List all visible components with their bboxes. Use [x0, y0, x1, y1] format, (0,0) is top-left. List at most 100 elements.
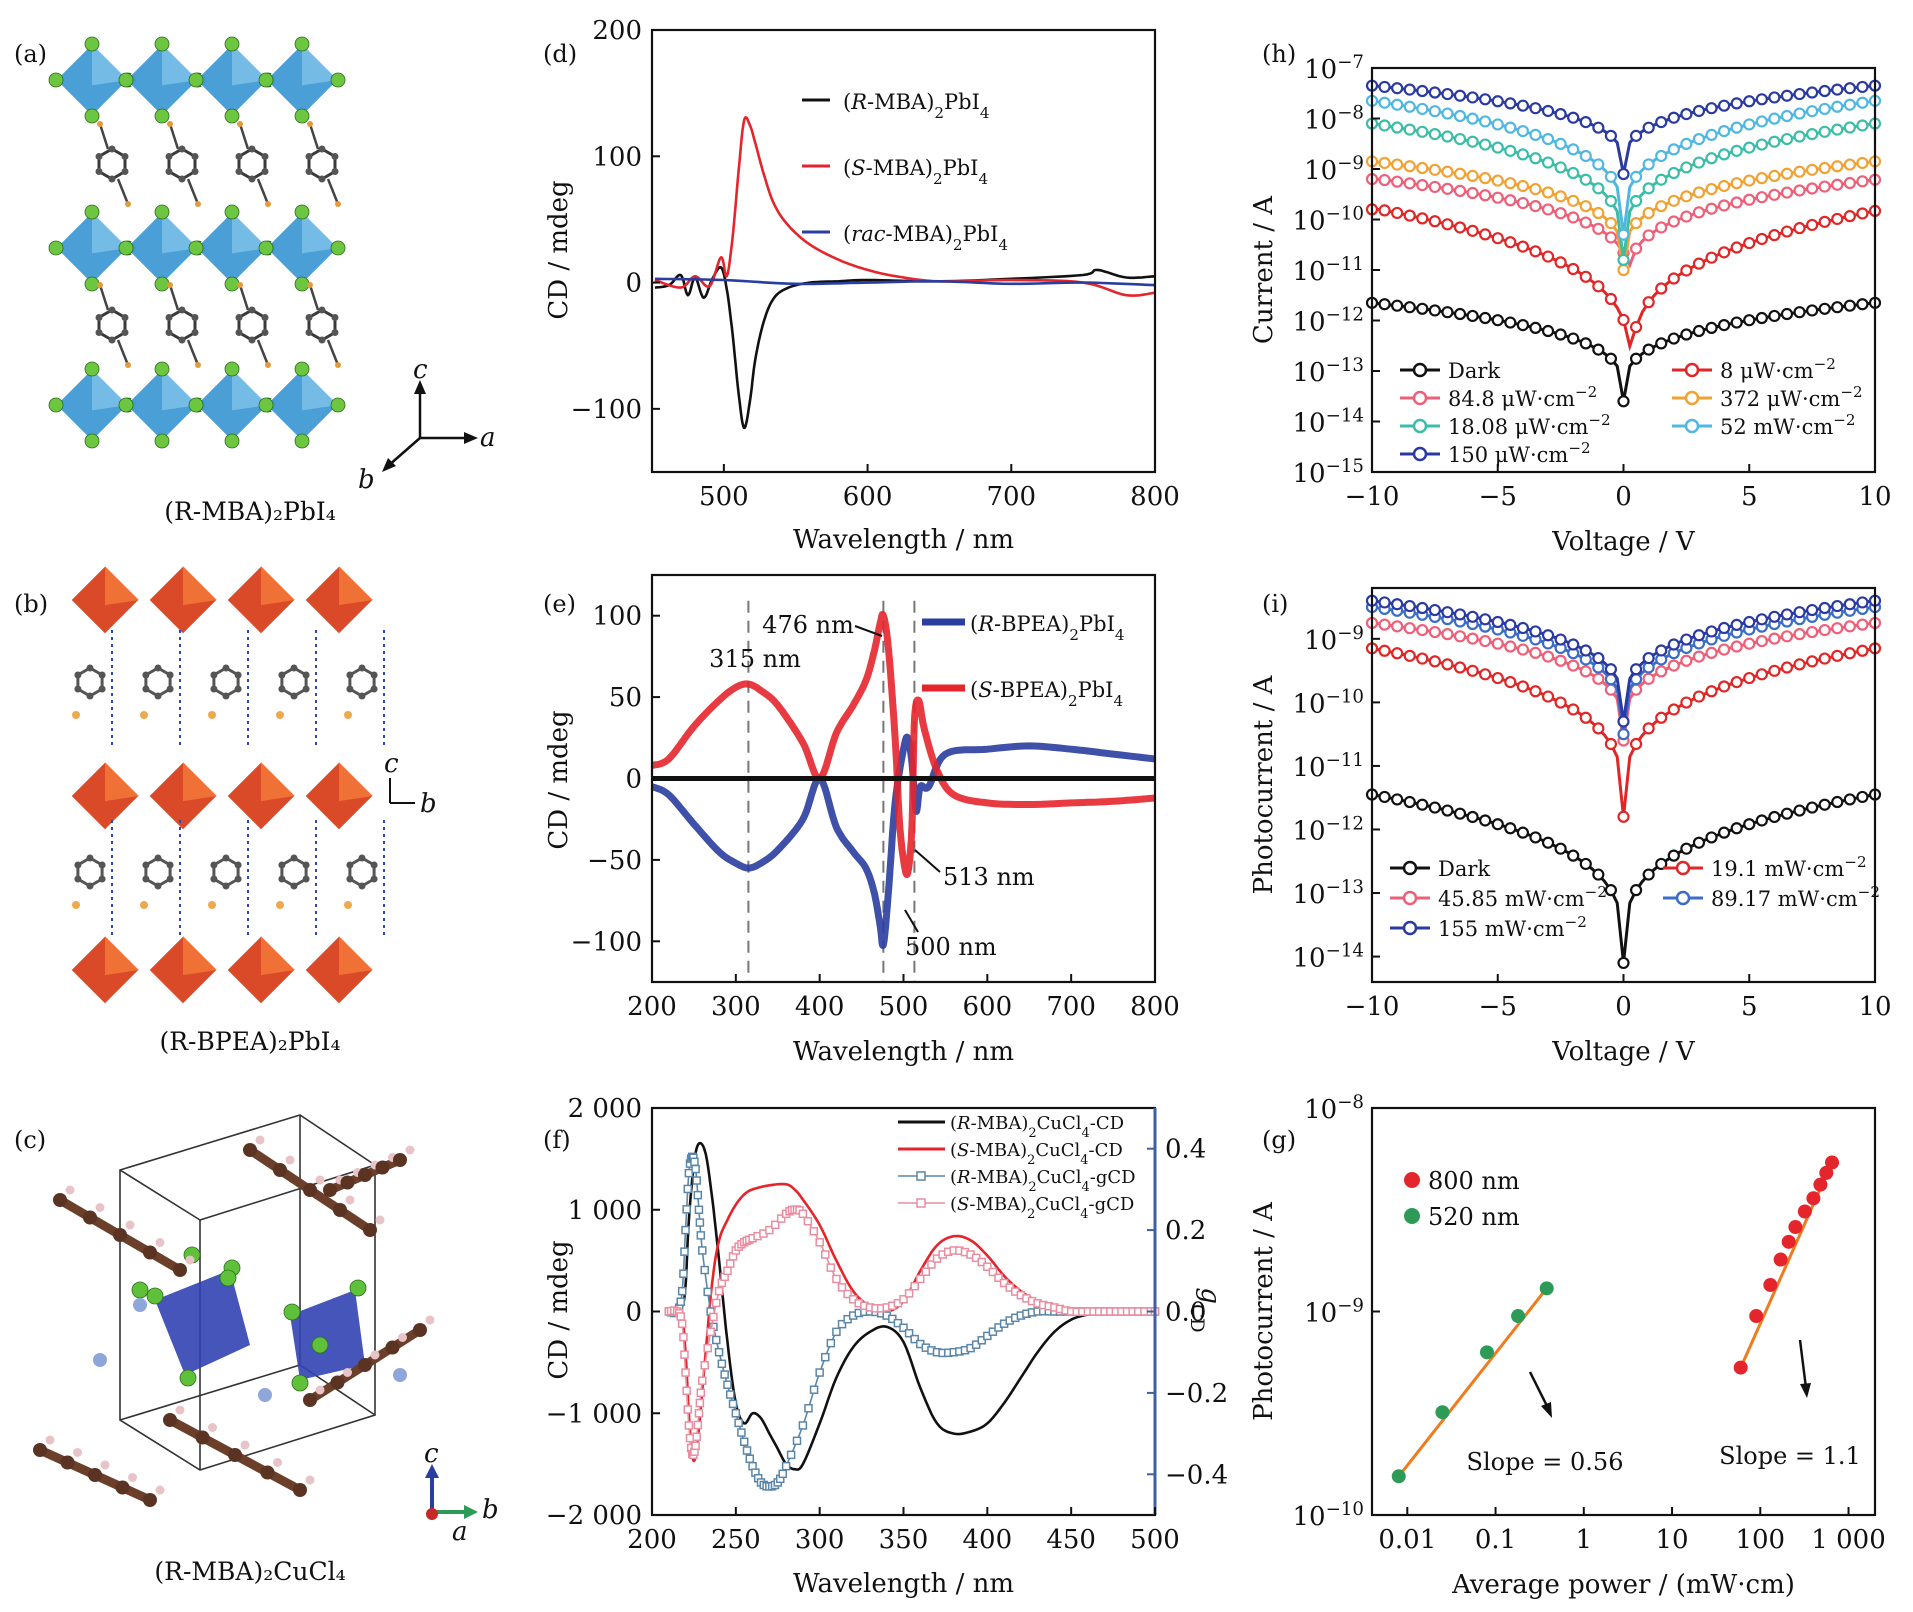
- iv-marker-crimson: [1466, 664, 1479, 677]
- iv-marker-teal: [1604, 194, 1618, 208]
- iv-marker-navy: [1655, 115, 1668, 129]
- gcd-marker-gcdpink: [798, 1209, 808, 1219]
- iv-marker-navy: [1692, 629, 1706, 642]
- iv-marker-teal: [1567, 166, 1580, 180]
- gcd-marker-gcdpink: [680, 1350, 689, 1359]
- data-point-green: [1479, 1345, 1494, 1360]
- gcd-marker-gcdblue: [714, 1347, 724, 1357]
- iv-marker-skyblue: [1567, 143, 1580, 156]
- data-point-red: [1825, 1155, 1840, 1170]
- benzene-ring-a-atom: [165, 314, 173, 321]
- iv-marker-navy: [1391, 598, 1404, 611]
- iv-marker-black: [1692, 324, 1706, 338]
- nitrogen-atom-a: [335, 362, 341, 368]
- iodine-atom-a: [48, 397, 64, 413]
- iv-marker-black: [1655, 857, 1668, 871]
- iv-marker-skyblue: [1416, 102, 1429, 116]
- iv-marker-black: [1391, 299, 1404, 312]
- benzene-ring-a-atom: [331, 329, 339, 336]
- iv-marker-teal: [1692, 156, 1706, 169]
- data-point-red: [1773, 1252, 1788, 1267]
- carbon-atom-c: [195, 1430, 210, 1445]
- bromine-atom-b: [208, 901, 216, 909]
- iv-marker-pink: [1479, 189, 1492, 202]
- iv-marker-orange: [1818, 161, 1831, 175]
- iv-marker-teal: [1843, 121, 1856, 134]
- iv-marker-navy: [1768, 91, 1781, 104]
- iv-marker-pink: [1755, 191, 1768, 204]
- iodine-atom-a: [84, 108, 100, 124]
- benzene-ring-b-atom: [222, 692, 230, 700]
- legend-label-e: (R-BPEA)2PbI4: [970, 612, 1125, 644]
- iv-marker-skyblue: [1831, 100, 1844, 113]
- data-point-red: [1797, 1204, 1812, 1219]
- carbon-atom-c: [60, 1455, 75, 1470]
- benzene-ring-a-atom: [235, 329, 243, 336]
- iv-marker-orange: [1793, 165, 1806, 178]
- iv-marker-navy: [1843, 82, 1856, 95]
- iv-marker-navy: [1592, 651, 1605, 665]
- iv-marker-crimson: [1391, 647, 1404, 660]
- gcd-marker-gcdblue: [826, 1338, 836, 1348]
- gcd-marker-gcdpink: [685, 1433, 695, 1443]
- iodine-atom-a: [188, 397, 204, 413]
- bromine-atom-b: [72, 711, 80, 719]
- panel-label-g: (g): [1262, 1126, 1296, 1154]
- x-tick-i-label: 10: [1858, 992, 1891, 1022]
- iv-marker-teal: [1768, 135, 1781, 148]
- structure-panel-a: (a) c a b (R-MBA)₂PbI₄: [14, 36, 496, 526]
- gcd-marker-gcdpink: [696, 1388, 706, 1397]
- benzene-ring-b-atom: [234, 685, 242, 693]
- y2-tick-f-label: −0.4: [1165, 1460, 1228, 1490]
- iv-marker-black: [1541, 836, 1555, 849]
- iv-marker-pink: [1541, 650, 1555, 663]
- benzene-ring-b-atom: [210, 685, 218, 693]
- y-tick-h-label: 10−13: [1293, 355, 1364, 389]
- iv-marker-navy: [1717, 621, 1731, 635]
- iv-marker-crimson: [1680, 696, 1693, 709]
- iv-marker-crimson: [1629, 320, 1643, 334]
- iodine-atom-a: [84, 36, 100, 52]
- iv-marker-teal: [1529, 152, 1542, 165]
- gcd-marker-gcdpink: [771, 1220, 780, 1230]
- iv-marker-navy: [1516, 621, 1530, 635]
- gcd-marker-gcdpink: [684, 1421, 694, 1430]
- benzene-ring-a-atom: [318, 175, 326, 183]
- gcd-marker-gcdpink: [809, 1227, 819, 1236]
- iv-marker-teal: [1491, 141, 1504, 154]
- y-tick-h-label: 10−10: [1293, 203, 1364, 237]
- iv-marker-navy: [1403, 83, 1416, 96]
- iv-marker-navy: [1629, 129, 1643, 142]
- axis-b-label-b: b: [420, 789, 437, 819]
- unit-cell-edge-c: [119, 1169, 201, 1221]
- iodine-atom-a: [188, 240, 204, 256]
- iv-marker-navy: [1730, 618, 1743, 632]
- bond-a: [186, 178, 200, 205]
- iv-marker-orange: [1516, 179, 1530, 193]
- iv-marker-pink: [1806, 182, 1819, 195]
- x-axis-label-g: Average power / (mW·cm): [1451, 1570, 1795, 1600]
- hydrogen-atom-c: [405, 1145, 415, 1155]
- iv-marker-navy: [1554, 633, 1567, 646]
- nitrogen-atom-a: [195, 362, 201, 368]
- bond-a: [256, 339, 270, 366]
- data-point-red: [1763, 1277, 1778, 1292]
- pbi6-octahedron-a-face: [302, 212, 338, 254]
- nitrogen-atom-a: [97, 121, 103, 127]
- legend-marker-f: [916, 1171, 926, 1181]
- gcd-marker-gcdblue: [703, 1287, 712, 1297]
- hydrogen-atom-c: [370, 1350, 380, 1360]
- iv-marker-black: [1441, 804, 1454, 817]
- legend-label-f: (S-MBA)2CuCl4-gCD: [950, 1194, 1134, 1222]
- gcd-marker-gcdpink: [910, 1281, 919, 1291]
- benzene-ring-a-atom: [331, 314, 339, 321]
- iodine-atom-a: [224, 204, 240, 220]
- data-point-red: [1733, 1360, 1748, 1375]
- iv-marker-pink: [1541, 203, 1555, 216]
- panel-label-h: (h): [1262, 40, 1296, 68]
- iv-marker-black: [1642, 343, 1655, 356]
- x-tick-e-label: 400: [795, 992, 845, 1022]
- iv-marker-black: [1428, 801, 1441, 814]
- benzene-ring-a: [307, 308, 337, 342]
- iv-marker-pink: [1391, 175, 1404, 188]
